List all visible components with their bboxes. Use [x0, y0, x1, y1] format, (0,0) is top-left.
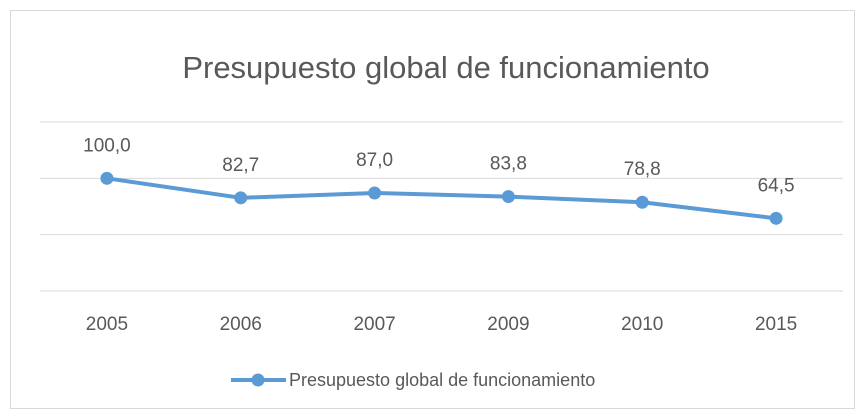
data-label: 83,8 [490, 154, 527, 175]
data-point [368, 186, 382, 200]
data-point [234, 191, 248, 205]
data-point [100, 171, 114, 185]
data-point [769, 211, 783, 225]
data-label: 82,7 [222, 155, 259, 176]
x-tick-label: 2009 [487, 314, 529, 335]
x-tick-label: 2005 [86, 314, 128, 335]
x-tick-label: 2015 [755, 314, 797, 335]
legend-marker [251, 373, 265, 387]
data-label: 100,0 [83, 135, 131, 156]
x-tick-label: 2007 [353, 314, 395, 335]
series-line [106, 176, 777, 221]
x-tick-label: 2010 [621, 314, 663, 335]
data-label: 64,5 [758, 175, 795, 196]
chart-title: Presupuesto global de funcionamiento [182, 50, 709, 85]
data-point [635, 195, 649, 209]
x-tick-label: 2006 [220, 314, 262, 335]
data-label: 78,8 [624, 159, 661, 180]
data-point [501, 190, 515, 204]
data-label: 87,0 [356, 150, 393, 171]
legend-label: Presupuesto global de funcionamiento [289, 370, 595, 390]
